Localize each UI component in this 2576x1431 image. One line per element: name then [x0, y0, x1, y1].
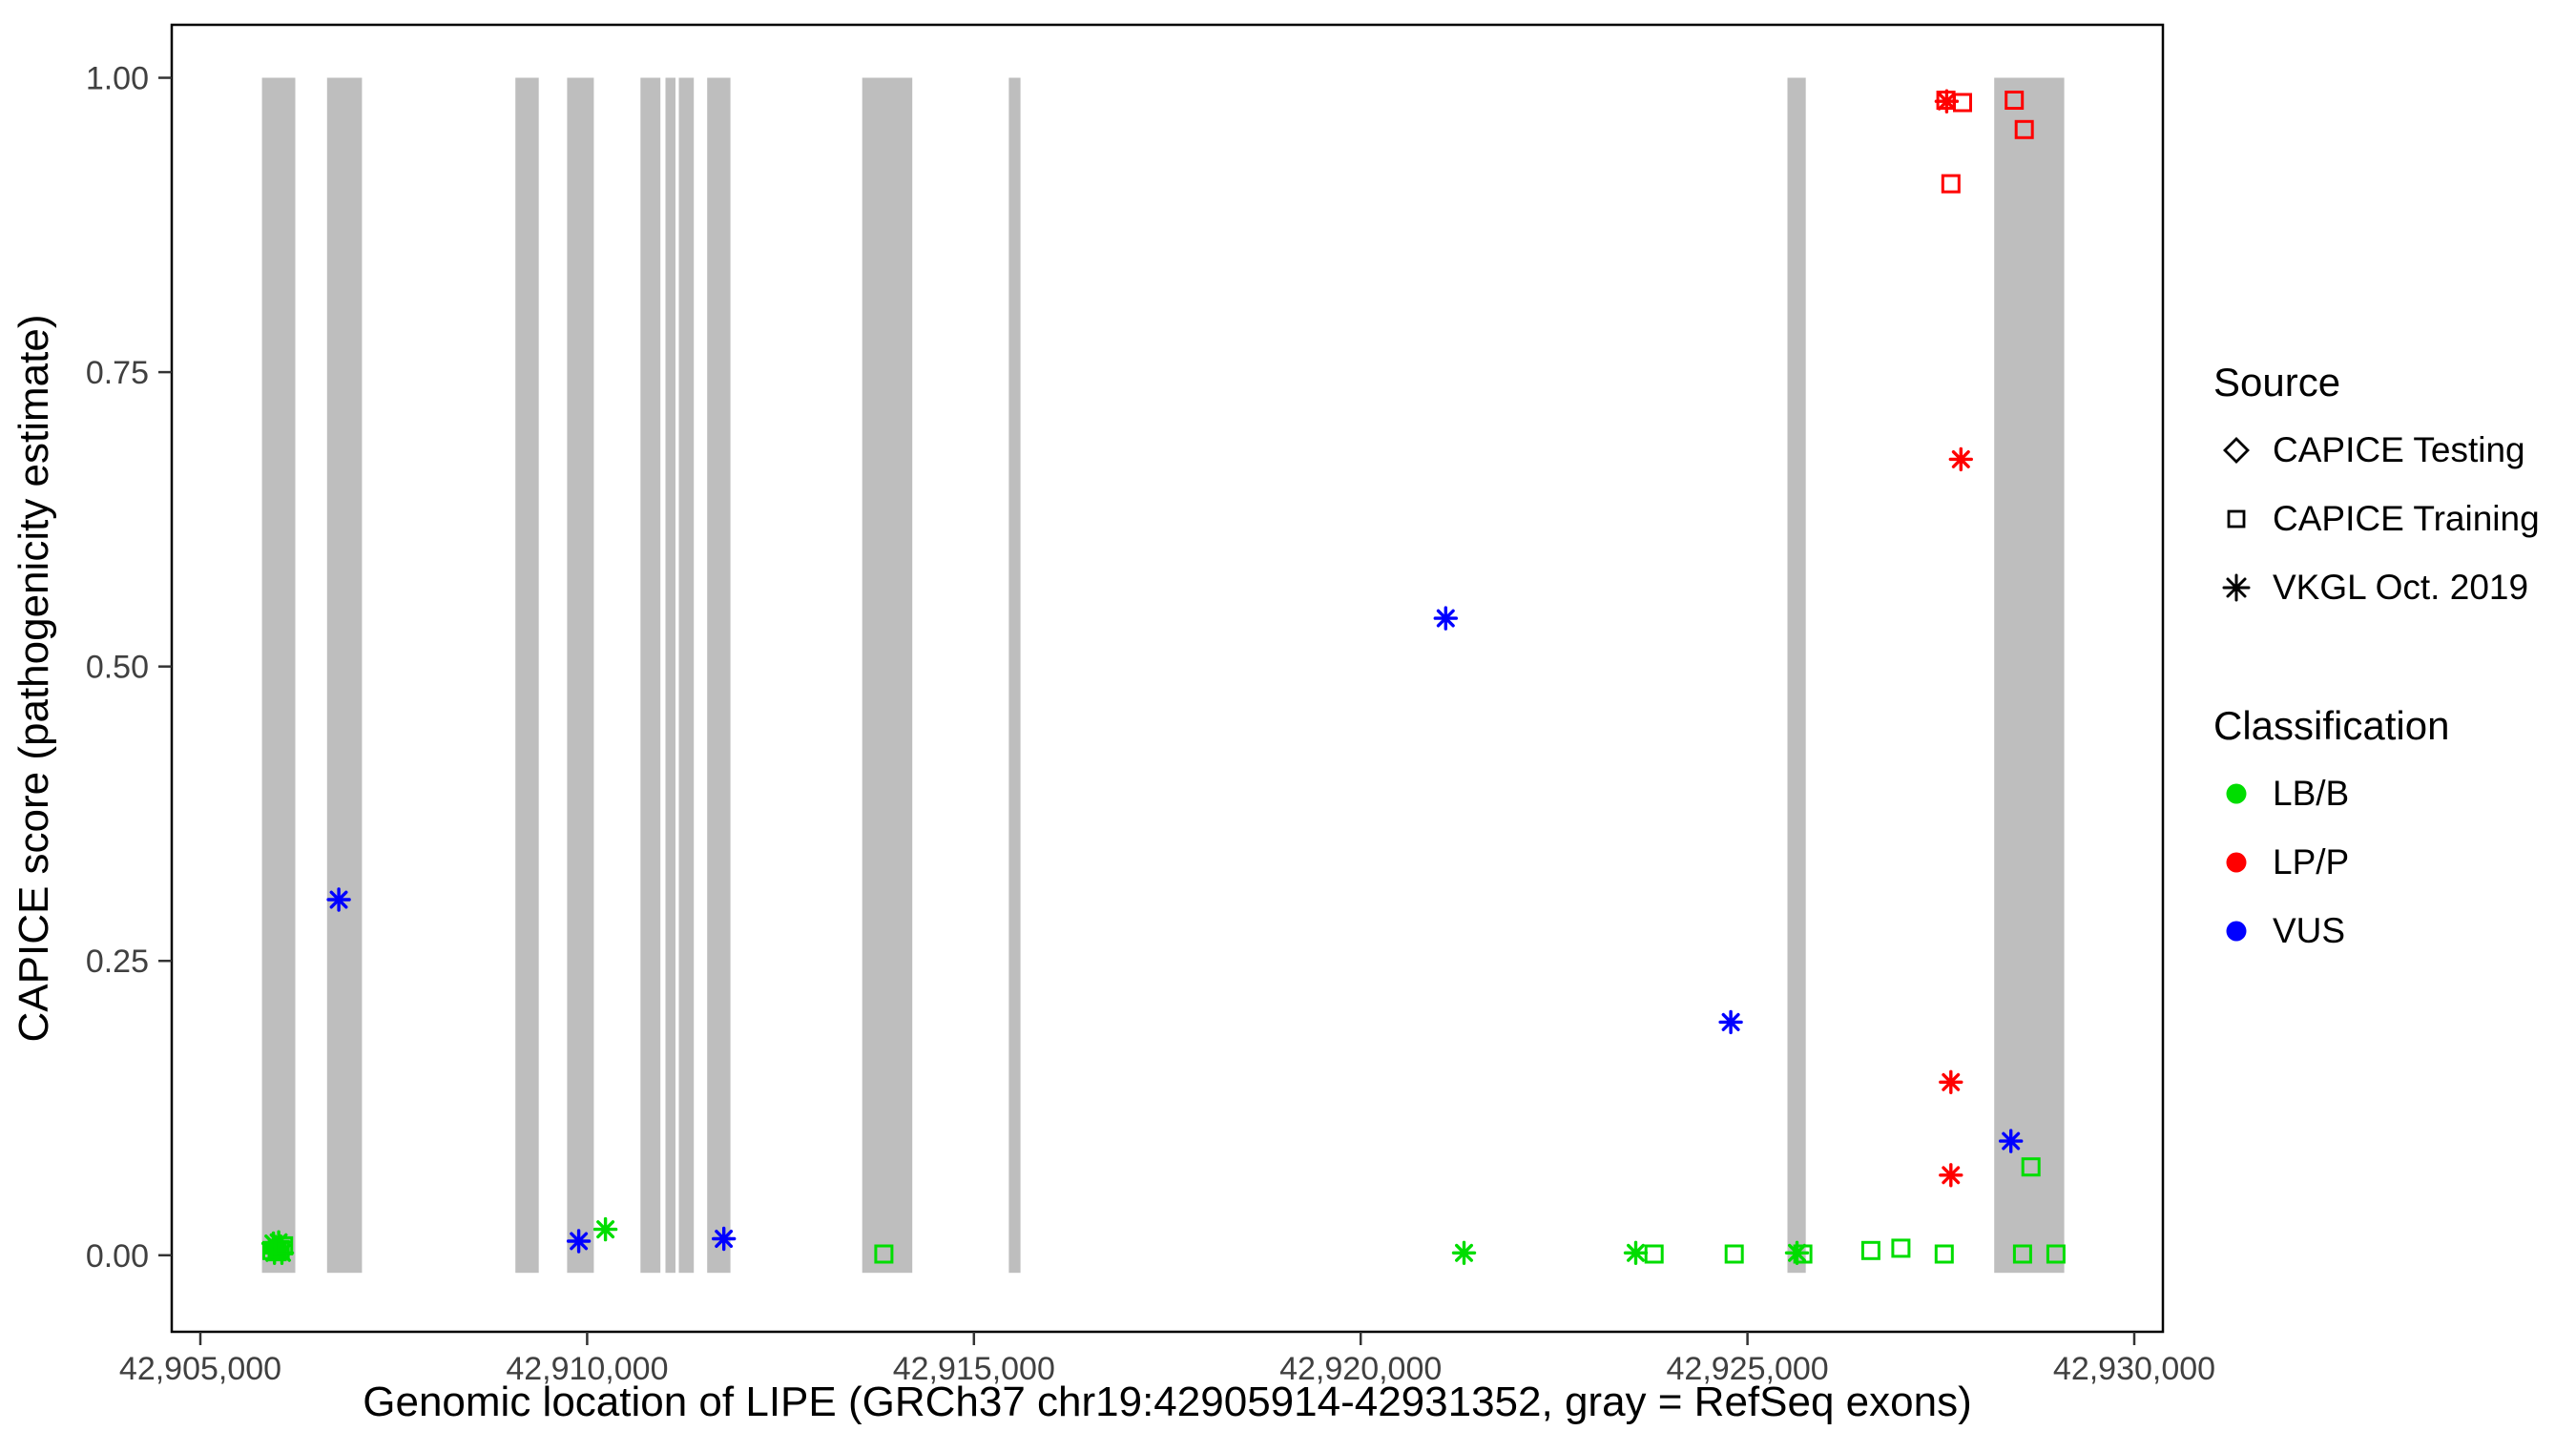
data-point-asterisk	[1626, 1243, 1646, 1262]
data-point-asterisk	[1937, 92, 1956, 111]
legend-item-label: VKGL Oct. 2019	[2273, 568, 2529, 607]
data-point-square	[2012, 1244, 2032, 1264]
legend-item-label: CAPICE Training	[2273, 499, 2540, 538]
exon-bar	[665, 77, 675, 1274]
legend-item-label: VUS	[2273, 911, 2346, 950]
legend-item-vus: VUS	[2213, 897, 2540, 965]
circle-icon	[2226, 783, 2247, 804]
legend-classification-title: Classification	[2213, 703, 2450, 748]
data-point-asterisk	[1951, 450, 1970, 468]
exon-bar	[678, 77, 695, 1274]
circle-icon	[2226, 852, 2247, 873]
exon-bar	[1008, 77, 1021, 1274]
legend-item-vkgl-oct-2019: VKGL Oct. 2019	[2213, 553, 2540, 622]
x-axis-tick-label: 42,925,000	[1667, 1351, 1829, 1387]
data-point-square	[2046, 1244, 2066, 1264]
x-axis-tick-label: 42,910,000	[506, 1351, 668, 1387]
y-axis-tick-label: 0.25	[86, 944, 149, 980]
data-point-square	[1860, 1240, 1880, 1260]
exon-bar	[640, 77, 661, 1274]
exon-bar	[326, 77, 363, 1274]
exon-bar	[567, 77, 594, 1274]
x-axis-tick-label: 42,920,000	[1279, 1351, 1442, 1387]
data-point-square	[270, 1239, 290, 1259]
x-axis-tick-label: 42,905,000	[119, 1351, 281, 1387]
exon-bar	[1787, 77, 1806, 1274]
y-axis-title: CAPICE score (pathogenicity estimate)	[10, 314, 57, 1043]
legend-source-group: Source CAPICE Testing CAPICE Training VKGL …	[2213, 363, 2540, 622]
data-point-square	[2005, 91, 2025, 110]
data-point-square	[1941, 174, 1961, 194]
exon-bar	[707, 77, 731, 1274]
legend-item-capice-testing: CAPICE Testing	[2213, 416, 2540, 485]
asterisk-icon	[2222, 573, 2251, 602]
exon-bar	[862, 77, 913, 1274]
legend-item-label: LB/B	[2273, 774, 2350, 813]
y-axis-tick-label: 0.75	[86, 355, 149, 391]
data-point-square	[1724, 1244, 1744, 1264]
data-point-square	[1644, 1244, 1664, 1264]
diamond-icon	[2223, 437, 2250, 464]
data-point-asterisk	[715, 1229, 734, 1249]
data-point-asterisk	[570, 1232, 589, 1251]
data-point-asterisk	[1942, 1072, 1961, 1091]
data-point-asterisk	[1942, 1166, 1961, 1185]
legend-classification-group: Classification LB/B LP/P VUS	[2213, 706, 2540, 965]
data-point-square	[2021, 1157, 2041, 1177]
data-point-square	[874, 1244, 894, 1264]
data-point-square	[1793, 1244, 1813, 1264]
data-point-asterisk	[1787, 1243, 1807, 1262]
circle-icon	[2226, 921, 2247, 942]
data-point-asterisk	[596, 1220, 615, 1239]
legend-item-lp-p: LP/P	[2213, 828, 2540, 897]
legend: Source CAPICE Testing CAPICE Training VKGL …	[2213, 363, 2540, 965]
data-point-square	[1891, 1238, 1911, 1258]
data-point-asterisk	[2002, 1131, 2021, 1151]
legend-item-lb-b: LB/B	[2213, 759, 2540, 828]
data-point-square	[1953, 93, 1972, 113]
data-point-asterisk	[329, 890, 348, 909]
legend-item-capice-training: CAPICE Training	[2213, 485, 2540, 553]
data-point-asterisk	[1436, 609, 1455, 628]
legend-item-label: CAPICE Testing	[2273, 430, 2525, 469]
exon-bar	[261, 77, 296, 1274]
y-axis-tick-label: 0.50	[86, 650, 149, 686]
legend-item-label: LP/P	[2273, 842, 2350, 881]
exon-bar	[1994, 77, 2065, 1274]
legend-source-title: Source	[2213, 360, 2341, 404]
y-axis-tick-label: 1.00	[86, 61, 149, 97]
x-axis-tick-label: 42,930,000	[2053, 1351, 2215, 1387]
square-icon	[2227, 509, 2246, 529]
data-point-asterisk	[1721, 1012, 1740, 1031]
data-point-asterisk	[1454, 1243, 1474, 1262]
panel-border	[170, 23, 2165, 1334]
data-point-square	[2014, 119, 2034, 139]
x-axis-title: Genomic location of LIPE (GRCh37 chr19:4…	[363, 1379, 1972, 1425]
exon-bar	[515, 77, 539, 1274]
data-point-square	[1934, 1244, 1954, 1264]
x-axis-tick-label: 42,915,000	[893, 1351, 1055, 1387]
y-axis-tick-label: 0.00	[86, 1238, 149, 1275]
data-point-square	[274, 1235, 294, 1255]
